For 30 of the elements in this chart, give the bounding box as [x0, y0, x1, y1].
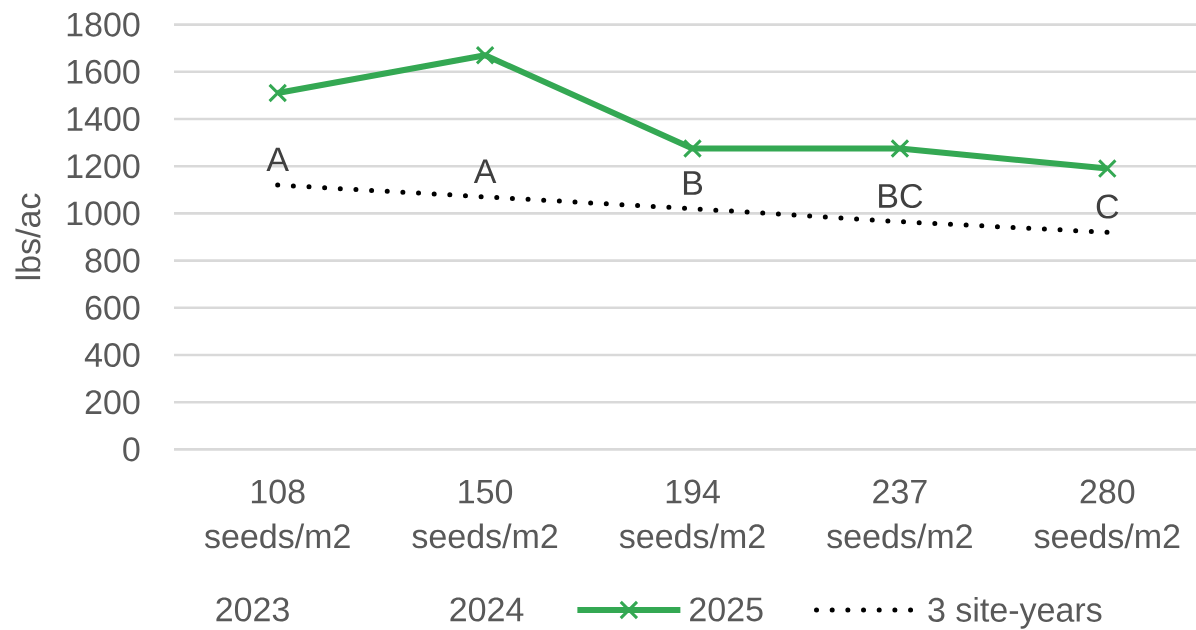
point	[475, 45, 495, 65]
point	[1097, 158, 1117, 179]
data-label: B	[683, 171, 703, 195]
y-tick-label: 1400	[67, 106, 140, 132]
y-axis-title: lbs/ac	[15, 193, 41, 280]
y-tick-label: 200	[85, 390, 140, 415]
y-tick-label: 400	[84, 342, 140, 368]
point	[682, 138, 703, 159]
y-tick-label: 1600	[67, 59, 140, 84]
x-tick-label: 194 seeds/m2	[619, 479, 765, 549]
text: 2023	[216, 597, 289, 622]
data-label: A	[473, 159, 497, 183]
x-tick-label: 108 seeds/m2	[204, 479, 350, 549]
data-label: C	[1096, 194, 1119, 219]
y-tick-label: 1000	[67, 201, 140, 226]
point	[890, 138, 910, 159]
data-label: BC	[879, 183, 923, 208]
y-tick-label: 1800	[67, 12, 140, 37]
y-tick-label: 1200	[67, 154, 140, 179]
legend-label: 3 site-years	[928, 596, 1102, 629]
data-label: A	[266, 147, 289, 172]
legend-label: 2025	[690, 597, 763, 622]
x-tick-label: 280 seeds/m2	[1034, 479, 1180, 549]
x-tick-label: 237 seeds/m2	[827, 479, 972, 549]
y-tick-label: 800	[85, 248, 140, 273]
text: 2024	[450, 597, 524, 622]
x-tick-label: 150 seeds/m2	[412, 479, 558, 549]
y-tick-label: 0	[123, 437, 140, 462]
point	[268, 83, 288, 103]
y-tick-label: 600	[85, 295, 140, 320]
